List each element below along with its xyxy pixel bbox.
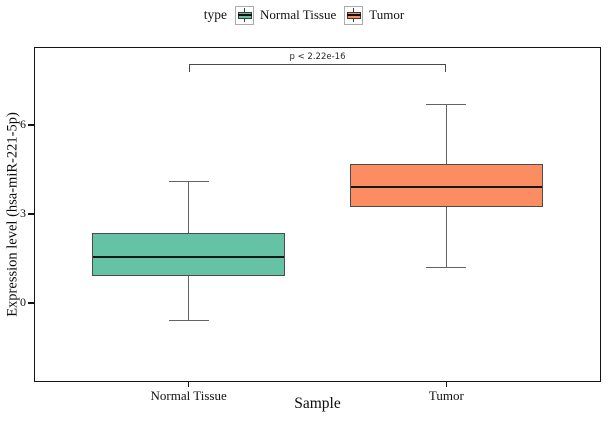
y-tick-0 — [28, 302, 34, 304]
legend-item-normal-tissue: Normal Tissue — [235, 5, 337, 25]
p-value-label: p < 2.22e-16 — [289, 51, 346, 62]
significance-bracket-right-leg — [445, 63, 447, 72]
median-line-tumor — [350, 186, 542, 189]
key-median-line — [346, 14, 361, 16]
y-tick-label-0: 0 — [20, 294, 26, 309]
key-whisker-top — [353, 8, 355, 12]
significance-bracket — [188, 63, 447, 65]
legend-item-tumor: Tumor — [344, 5, 405, 25]
x-tick-tumor — [445, 382, 448, 387]
box-tumor — [349, 163, 543, 207]
x-tick-label-tumor: Tumor — [428, 388, 464, 403]
boxplot-key-icon — [344, 5, 364, 25]
legend: type Normal Tissue Tumor — [0, 3, 608, 27]
whisker-lower-tumor — [445, 206, 448, 268]
key-whisker-bottom — [244, 18, 246, 22]
whisker-cap-lower-normal-tissue — [168, 319, 209, 322]
y-tick-label-3: 3 — [20, 206, 26, 221]
whisker-cap-upper-tumor — [426, 103, 467, 106]
y-tick-6 — [28, 124, 34, 126]
legend-title: type — [203, 7, 228, 22]
box-normal-tissue — [91, 233, 286, 277]
plot-panel — [34, 47, 601, 382]
whisker-cap-upper-normal-tissue — [168, 180, 209, 183]
y-tick-3 — [28, 213, 34, 215]
boxplot-key-icon — [235, 5, 255, 25]
y-tick-label-6: 6 — [20, 117, 26, 132]
whisker-upper-tumor — [445, 104, 448, 164]
median-line-normal-tissue — [92, 255, 285, 259]
legend-label-normal-tissue: Normal Tissue — [260, 7, 337, 22]
key-whisker-top — [244, 8, 246, 12]
whisker-lower-normal-tissue — [187, 276, 190, 321]
whisker-upper-normal-tissue — [187, 181, 190, 234]
key-median-line — [237, 14, 252, 16]
x-axis-title: Sample — [294, 395, 341, 412]
key-whisker-bottom — [353, 18, 355, 22]
x-tick-label-normal-tissue: Normal Tissue — [150, 388, 227, 403]
significance-bracket-left-leg — [188, 63, 190, 72]
x-tick-normal-tissue — [187, 382, 190, 387]
whisker-cap-lower-tumor — [426, 266, 467, 269]
legend-label-tumor: Tumor — [369, 7, 405, 22]
